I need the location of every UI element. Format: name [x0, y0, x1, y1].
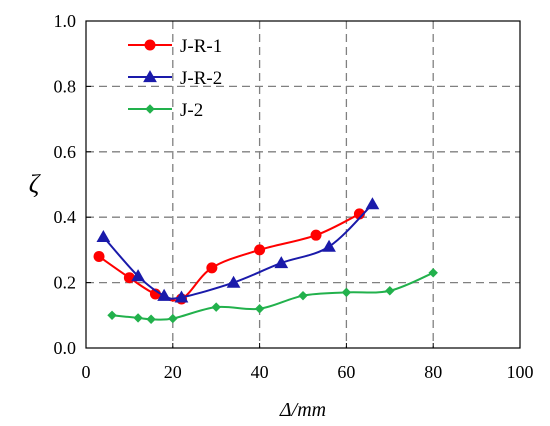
x-tick-label: 60: [337, 362, 355, 382]
axis-ticks: 0 20 40 60 80 100 0.0 0.2 0.4 0.6 0.8 1.0: [54, 11, 534, 382]
x-tick-label: 20: [164, 362, 182, 382]
data-point: [174, 290, 189, 303]
legend-item-j-2: J-2: [128, 100, 203, 121]
legend: J-R-1 J-R-2 J-2: [128, 36, 222, 121]
data-point: [274, 256, 289, 269]
x-tick-label: 0: [82, 362, 91, 382]
x-tick-label: 100: [507, 362, 534, 382]
data-point: [254, 304, 265, 314]
y-tick-label: 0.6: [54, 142, 77, 162]
data-point: [341, 287, 352, 298]
legend-item-j-r-2: J-R-2: [128, 68, 222, 89]
y-tick-label: 0.2: [54, 273, 77, 293]
y-tick-label: 0.8: [54, 76, 77, 96]
data-point: [146, 314, 156, 324]
data-point: [226, 275, 241, 288]
data-point: [385, 286, 395, 296]
data-point: [96, 229, 111, 242]
x-tick-label: 40: [251, 362, 269, 382]
grid-lines: [86, 21, 520, 348]
data-point: [298, 290, 308, 301]
plot-area-frame: [85, 20, 521, 349]
series-j-r-2: [96, 197, 380, 303]
series-group: [93, 197, 438, 324]
legend-label: J-R-1: [180, 36, 222, 57]
data-point: [206, 262, 218, 274]
data-point: [211, 302, 221, 312]
y-tick-label: 0.0: [54, 338, 77, 358]
data-point: [310, 229, 322, 241]
data-point: [157, 288, 171, 301]
legend-label: J-2: [180, 100, 203, 121]
data-point: [133, 313, 143, 323]
data-point: [93, 250, 105, 262]
data-point: [107, 310, 117, 321]
legend-marker: [144, 39, 156, 51]
series-line: [111, 271, 434, 321]
legend-marker: [143, 70, 157, 83]
y-tick-label: 0.4: [54, 207, 77, 227]
data-point: [168, 313, 178, 324]
data-point: [254, 244, 266, 256]
legend-item-j-r-1: J-R-1: [128, 36, 222, 57]
x-axis-label: Δ/mm: [279, 399, 326, 421]
y-axis-label: ζ: [29, 170, 41, 199]
data-point: [131, 269, 145, 282]
legend-marker: [145, 104, 155, 114]
series-j-2: [107, 268, 438, 324]
x-tick-label: 80: [424, 362, 442, 382]
data-point: [365, 197, 380, 210]
data-point: [322, 239, 336, 252]
y-tick-label: 1.0: [54, 11, 77, 31]
series-j-r-1: [93, 208, 365, 305]
data-point: [428, 268, 438, 278]
legend-label: J-R-2: [180, 68, 222, 89]
